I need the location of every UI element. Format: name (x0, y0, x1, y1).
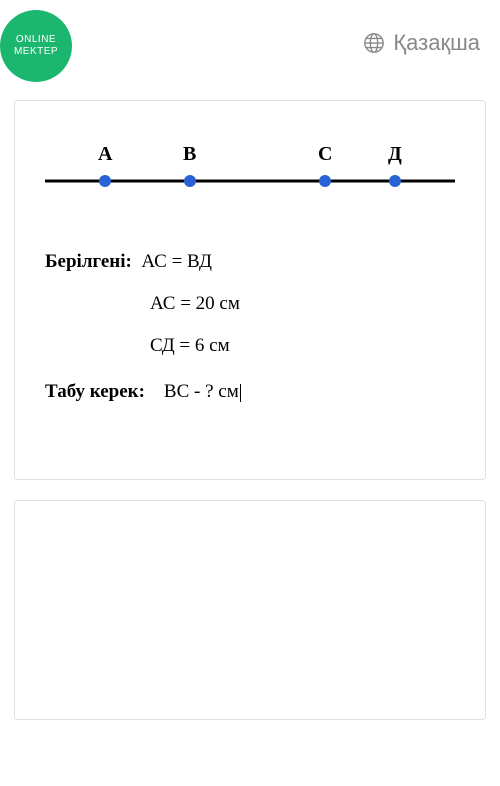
point-Д (389, 175, 401, 187)
problem-text: Берілгені: АС = ВД АС = 20 см СД = 6 см … (35, 241, 465, 413)
answer-input-box[interactable] (14, 500, 486, 720)
point-В (184, 175, 196, 187)
text-cursor (240, 384, 241, 402)
point-label-Д: Д (388, 143, 402, 166)
header: ONLINE MEKTEP Қазақша (0, 0, 500, 90)
find-line: Табу керек: ВС - ? см (45, 371, 465, 413)
language-selector[interactable]: Қазақша (363, 30, 480, 56)
given-3: СД = 6 см (45, 325, 465, 367)
find-label: Табу керек: (45, 381, 145, 402)
given-2: АС = 20 см (45, 283, 465, 325)
globe-icon (363, 32, 385, 54)
point-С (319, 175, 331, 187)
point-label-В: В (183, 143, 196, 166)
problem-card: А В С Д Берілгені: АС = ВД АС = 20 см СД = … (14, 100, 486, 480)
logo-badge: ONLINE MEKTEP (0, 10, 72, 82)
number-line-diagram: АВСД (35, 131, 465, 211)
given-line-1: Берілгені: АС = ВД (45, 241, 465, 283)
given-label: Берілгені: (45, 251, 132, 272)
given-1: АС = ВД (141, 251, 212, 272)
language-label: Қазақша (393, 30, 480, 56)
point-label-А: А (98, 143, 112, 166)
point-label-С: С (318, 143, 332, 166)
logo-text-1: ONLINE (16, 34, 56, 46)
point-А (99, 175, 111, 187)
logo-text-2: MEKTEP (14, 46, 58, 58)
find-value: ВС - ? см (164, 381, 239, 402)
